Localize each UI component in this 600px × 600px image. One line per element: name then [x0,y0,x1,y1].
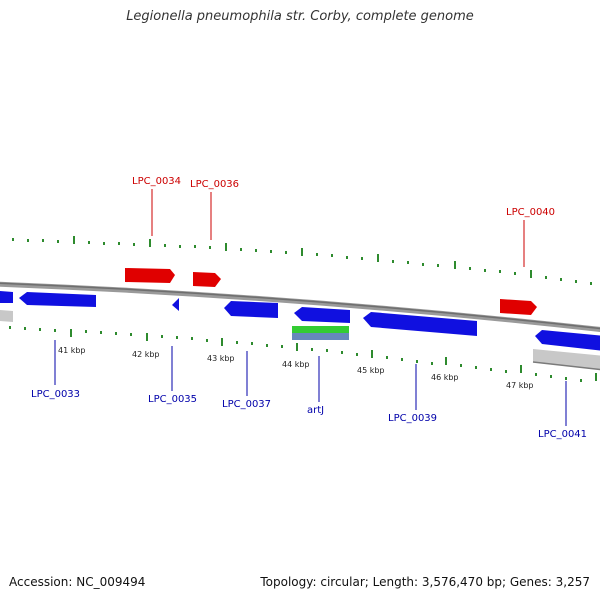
reverse-genes [0,291,600,351]
forward-gene-labels: LPC_0034 LPC_0036 LPC_0040 [132,176,555,218]
gene-label-LPC_0039[interactable]: LPC_0039 [388,413,437,424]
kbp-label: 44 kbp [282,360,310,369]
forward-genes [125,268,537,315]
gene-label-LPC_0033[interactable]: LPC_0033 [31,389,80,400]
pseudo-feature-right[interactable] [533,349,600,370]
gene-LPC_0032-arrow[interactable] [0,291,13,303]
kbp-label: 46 kbp [431,373,459,382]
kbp-label: 43 kbp [207,354,235,363]
pseudo-feature-right-edge [532,361,600,371]
gene-artJ-arrow[interactable] [294,307,350,323]
gene-LPC_0039-arrow[interactable] [363,312,477,336]
gene-label-LPC_0041[interactable]: LPC_0041 [538,429,587,440]
kbp-label: 41 kbp [58,346,86,355]
genome-backbone-edge [0,282,600,330]
map-title: Legionella pneumophila str. Corby, compl… [126,9,474,24]
kbp-labels: 41 kbp 42 kbp 43 kbp 44 kbp 45 kbp 46 kb… [58,346,534,390]
gene-label-LPC_0034[interactable]: LPC_0034 [132,176,181,187]
forward-label-leaders [151,189,525,267]
rna-feature-blue[interactable] [292,333,349,340]
gene-LPC_0034-arrow[interactable] [125,268,175,283]
genome-backbone [0,281,600,332]
kbp-label: 42 kbp [132,350,160,359]
gene-label-LPC_0036[interactable]: LPC_0036 [190,179,239,190]
gene-LPC_0036-arrow[interactable] [193,272,221,287]
other-features [0,310,600,371]
gene-label-LPC_0035[interactable]: LPC_0035 [148,394,197,405]
gene-LPC_0037-arrow[interactable] [224,301,278,318]
reverse-gene-labels: LPC_0033 LPC_0035 LPC_0037 artJ LPC_0039… [31,389,587,440]
kbp-label: 47 kbp [506,381,534,390]
gene-LPC_0035-arrow[interactable] [172,298,179,311]
reverse-label-leaders [54,340,567,426]
pseudo-feature-left[interactable] [0,310,13,322]
gene-label-LPC_0037[interactable]: LPC_0037 [222,399,271,410]
outer-tick-track [12,236,592,285]
gene-LPC_0033-arrow[interactable] [19,292,96,307]
gene-label-LPC_0040[interactable]: LPC_0040 [506,207,555,218]
accession-text: Accession: NC_009494 [9,575,146,589]
gene-label-artJ[interactable]: artJ [307,405,324,416]
rna-feature-green[interactable] [292,326,349,333]
kbp-label: 45 kbp [357,366,385,375]
inner-tick-track [9,326,597,382]
topology-text: Topology: circular; Length: 3,576,470 bp… [260,575,590,589]
gene-LPC_0040-arrow[interactable] [500,299,537,315]
gene-LPC_0041-arrow[interactable] [535,330,600,351]
